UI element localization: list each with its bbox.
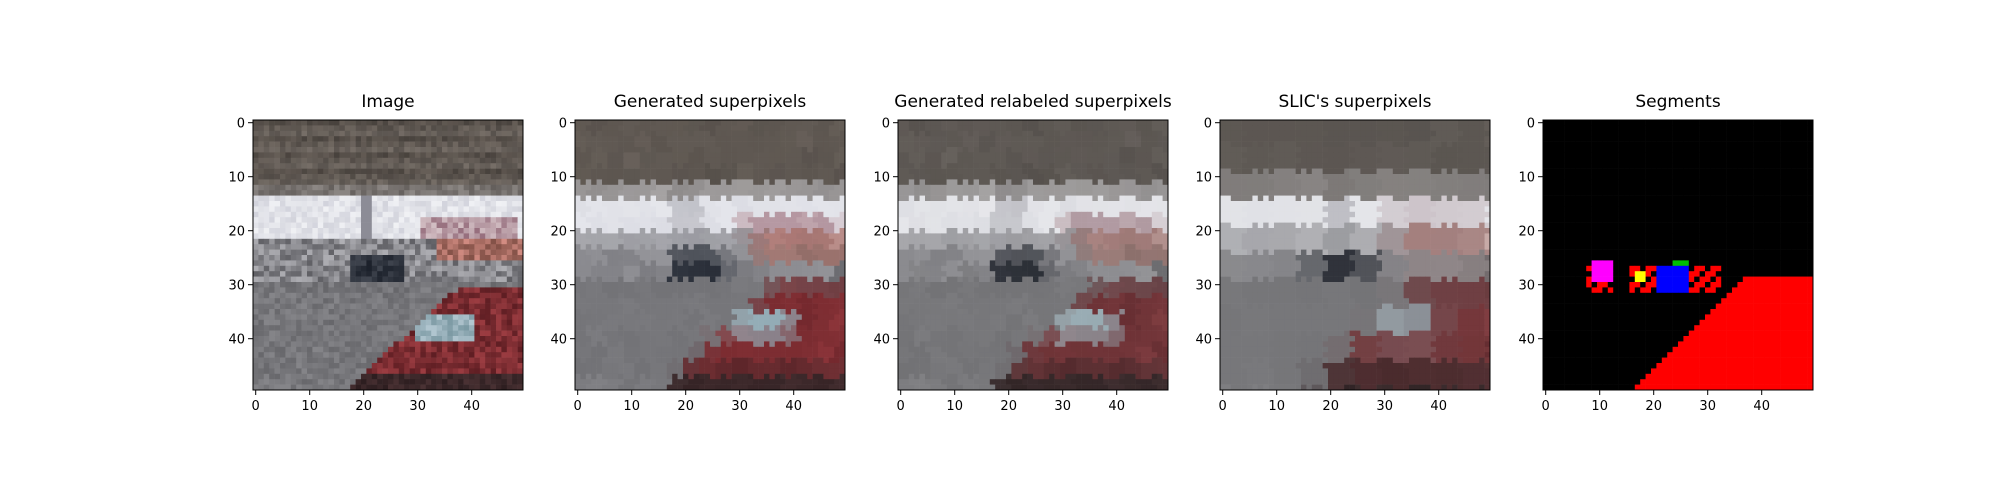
x-tick-label: 30 [731, 399, 748, 414]
panel-title: SLIC's superpixels [1278, 92, 1431, 112]
y-tick-label: 40 [550, 333, 567, 348]
x-tick-label: 30 [1376, 399, 1393, 414]
x-tick-label: 30 [409, 399, 426, 414]
y-tick-label: 10 [1195, 171, 1212, 186]
x-tick-label: 0 [897, 399, 905, 414]
x-tick-label: 40 [1753, 399, 1770, 414]
x-tick-label: 10 [946, 399, 963, 414]
x-tick-label: 10 [301, 399, 318, 414]
image-segments [1543, 120, 1814, 391]
x-tick-label: 0 [574, 399, 582, 414]
axes-frame [252, 119, 524, 391]
y-tick-label: 10 [550, 171, 567, 186]
x-tick-label: 0 [1219, 399, 1227, 414]
axes-frame [897, 119, 1169, 391]
y-tick-label: 0 [1527, 117, 1535, 132]
y-tick-label: 40 [873, 333, 890, 348]
panel-title: Segments [1635, 92, 1721, 112]
panel-title: Generated superpixels [614, 92, 807, 112]
y-tick-label: 30 [1518, 279, 1535, 294]
x-tick-label: 20 [1322, 399, 1339, 414]
y-tick-label: 0 [1204, 117, 1212, 132]
y-tick-label: 10 [873, 171, 890, 186]
x-tick-label: 0 [1542, 399, 1550, 414]
panel-3: Generated relabeled superpixels 0 10 20 30 40… [873, 92, 1171, 414]
panel-title: Image [361, 92, 414, 112]
y-tick-label: 40 [1195, 333, 1212, 348]
y-tick-label: 40 [228, 333, 245, 348]
x-tick-label: 20 [1000, 399, 1017, 414]
x-tick-label: 40 [785, 399, 802, 414]
y-tick-label: 10 [228, 171, 245, 186]
y-tick-label: 30 [873, 279, 890, 294]
x-tick-label: 30 [1699, 399, 1716, 414]
x-tick-label: 20 [677, 399, 694, 414]
axes-frame [1219, 119, 1491, 391]
axes-frame [574, 119, 846, 391]
x-tick-label: 20 [355, 399, 372, 414]
y-tick-label: 10 [1518, 171, 1535, 186]
x-tick-label: 10 [1268, 399, 1285, 414]
panel-title: Generated relabeled superpixels [894, 92, 1172, 112]
y-tick-label: 20 [1195, 225, 1212, 240]
x-tick-label: 40 [463, 399, 480, 414]
y-tick-label: 40 [1518, 333, 1535, 348]
panel-5: Segments 0 10 20 30 40 0 10 20 30 40 [1518, 92, 1814, 414]
y-tick-label: 20 [228, 225, 245, 240]
y-tick-label: 30 [228, 279, 245, 294]
x-tick-label: 10 [1591, 399, 1608, 414]
y-tick-label: 0 [237, 117, 245, 132]
image-superpixels-relabeled [898, 120, 1169, 391]
y-tick-label: 30 [1195, 279, 1212, 294]
y-tick-label: 30 [550, 279, 567, 294]
axes-frame [1542, 119, 1814, 391]
y-tick-label: 20 [1518, 225, 1535, 240]
x-tick-label: 0 [252, 399, 260, 414]
panel-1: Image 0 10 20 30 40 0 10 20 30 40 [228, 92, 524, 414]
y-tick-label: 20 [873, 225, 890, 240]
x-tick-label: 40 [1430, 399, 1447, 414]
image-photo-pixelated [253, 120, 524, 391]
x-tick-label: 30 [1054, 399, 1071, 414]
panel-4: SLIC's superpixels 0 10 20 30 40 0 10 20 30 40 [1195, 92, 1491, 414]
x-tick-label: 10 [623, 399, 640, 414]
x-tick-label: 40 [1108, 399, 1125, 414]
panel-2: Generated superpixels 0 10 20 30 40 0 10 20 30 40 [550, 92, 846, 414]
y-tick-label: 20 [550, 225, 567, 240]
y-tick-label: 0 [882, 117, 890, 132]
image-superpixels [575, 120, 846, 391]
y-tick-label: 0 [559, 117, 567, 132]
image-slic [1220, 120, 1491, 391]
x-tick-label: 20 [1645, 399, 1662, 414]
